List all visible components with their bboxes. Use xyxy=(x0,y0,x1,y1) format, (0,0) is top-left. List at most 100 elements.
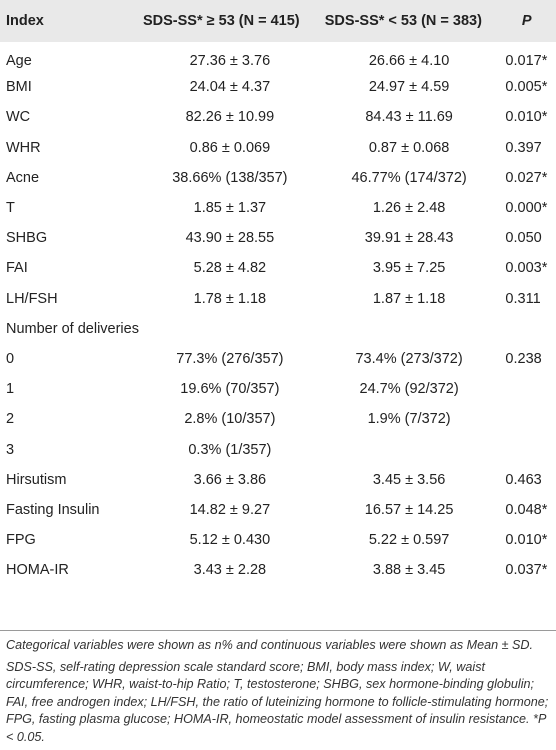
cell-p-value xyxy=(497,374,556,404)
row-label: Number of deliveries xyxy=(6,320,139,337)
cell-p-value xyxy=(497,314,556,344)
cell-p-value: 0.397 xyxy=(505,139,542,156)
cell-group2: 46.77% (174/372) xyxy=(351,169,467,186)
cell-group1 xyxy=(139,314,321,344)
cell-group1: 3.43 ± 2.28 xyxy=(193,562,267,579)
row-label: WC xyxy=(6,109,31,126)
cell-group2: 3.88 ± 3.45 xyxy=(372,562,446,579)
cell-group1: 0.86 ± 0.069 xyxy=(189,139,271,156)
cell-group2: 16.57 ± 14.25 xyxy=(364,501,454,518)
table-bottom-rule xyxy=(0,630,556,631)
table-header-row: Index SDS-SS* ≥ 53 (N = 415) SDS-SS* < 5… xyxy=(0,0,556,42)
row-label: 1 xyxy=(6,381,15,398)
row-label: LH/FSH xyxy=(6,290,58,307)
cell-group1: 82.26 ± 10.99 xyxy=(185,109,275,126)
row-label: 3 xyxy=(6,441,15,458)
table-row: 0 77.3% (276/357) 73.4% (273/372) 0.238 xyxy=(0,344,556,374)
table-row: WHR 0.86 ± 0.069 0.87 ± 0.068 0.397 xyxy=(0,133,556,163)
cell-group1: 43.90 ± 28.55 xyxy=(185,230,275,247)
table-row: LH/FSH 1.78 ± 1.18 1.87 ± 1.18 0.311 xyxy=(0,284,556,314)
cell-group2 xyxy=(321,434,498,464)
row-label: Fasting Insulin xyxy=(6,501,100,518)
row-label: Acne xyxy=(6,169,40,186)
data-table: Index SDS-SS* ≥ 53 (N = 415) SDS-SS* < 5… xyxy=(0,0,556,585)
cell-group2: 24.7% (92/372) xyxy=(359,381,459,398)
cell-group2: 73.4% (273/372) xyxy=(355,350,463,367)
cell-group1: 24.04 ± 4.37 xyxy=(189,79,271,96)
cell-group1: 1.78 ± 1.18 xyxy=(193,290,267,307)
cell-group2: 5.22 ± 0.597 xyxy=(368,532,450,549)
footnote-line-1: Categorical variables were shown as n% a… xyxy=(6,638,534,652)
table-row: Hirsutism 3.66 ± 3.86 3.45 ± 3.56 0.463 xyxy=(0,465,556,495)
header-group1: SDS-SS* ≥ 53 (N = 415) xyxy=(142,13,300,29)
row-label: FAI xyxy=(6,260,28,277)
table-row: HOMA-IR 3.43 ± 2.28 3.88 ± 3.45 0.037* xyxy=(0,555,556,585)
cell-group1: 38.66% (138/357) xyxy=(172,169,288,186)
header-group2: SDS-SS* < 53 (N = 383) xyxy=(324,13,482,29)
cell-p-value xyxy=(497,434,556,464)
row-label: Hirsutism xyxy=(6,471,67,488)
header-p: P xyxy=(521,13,532,29)
table-row: BMI 24.04 ± 4.37 24.97 ± 4.59 0.005* xyxy=(0,72,556,102)
table-row: WC 82.26 ± 10.99 84.43 ± 11.69 0.010* xyxy=(0,102,556,132)
table-row: Acne 38.66% (138/357) 46.77% (174/372) 0.02… xyxy=(0,163,556,193)
row-label: SHBG xyxy=(6,230,48,247)
footnote-line-2: SDS-SS, self-rating depression scale sta… xyxy=(6,659,549,744)
cell-p-value: 0.010* xyxy=(505,532,548,549)
cell-p-value: 0.463 xyxy=(505,471,542,488)
cell-group1: 3.66 ± 3.86 xyxy=(193,471,267,488)
table-row: Fasting Insulin 14.82 ± 9.27 16.57 ± 14.25… xyxy=(0,495,556,525)
row-label: BMI xyxy=(6,79,32,96)
cell-group1: 0.3% (1/357) xyxy=(188,441,272,458)
cell-p-value: 0.017* xyxy=(505,53,548,70)
cell-p-value: 0.311 xyxy=(505,290,541,307)
row-label: FPG xyxy=(6,532,36,549)
table-row: T 1.85 ± 1.37 1.26 ± 2.48 0.000* xyxy=(0,193,556,223)
table-body: Age 27.36 ± 3.76 26.66 ± 4.10 0.017* BMI 24.0… xyxy=(0,42,556,585)
cell-p-value: 0.003* xyxy=(505,260,548,277)
cell-p-value: 0.000* xyxy=(505,200,548,217)
cell-group2: 39.91 ± 28.43 xyxy=(364,230,454,247)
cell-p-value: 0.037* xyxy=(505,562,548,579)
cell-p-value xyxy=(497,404,556,434)
cell-group1: 5.12 ± 0.430 xyxy=(189,532,271,549)
cell-group2: 84.43 ± 11.69 xyxy=(365,109,453,126)
row-label: 2 xyxy=(6,411,15,428)
table-row: Age 27.36 ± 3.76 26.66 ± 4.10 0.017* xyxy=(0,42,556,72)
cell-group1: 19.6% (70/357) xyxy=(180,381,280,398)
cell-group1: 27.36 ± 3.76 xyxy=(189,53,271,70)
cell-group2: 26.66 ± 4.10 xyxy=(368,53,450,70)
table-row: 3 0.3% (1/357) xyxy=(0,434,556,464)
cell-p-value: 0.238 xyxy=(505,350,542,367)
cell-group2: 3.95 ± 7.25 xyxy=(372,260,446,277)
cell-group2: 0.87 ± 0.068 xyxy=(368,139,450,156)
table-row: FAI 5.28 ± 4.82 3.95 ± 7.25 0.003* xyxy=(0,253,556,283)
row-label: Age xyxy=(6,53,32,70)
cell-group2: 1.26 ± 2.48 xyxy=(372,200,446,217)
cell-group2: 24.97 ± 4.59 xyxy=(368,79,450,96)
row-label: 0 xyxy=(6,350,15,367)
cell-p-value: 0.050 xyxy=(505,230,542,247)
cell-group2: 1.87 ± 1.18 xyxy=(372,290,446,307)
cell-group2: 1.9% (7/372) xyxy=(367,411,451,428)
table-row: 1 19.6% (70/357) 24.7% (92/372) xyxy=(0,374,556,404)
cell-p-value: 0.027* xyxy=(505,169,548,186)
row-label: T xyxy=(6,200,15,217)
table-row: Number of deliveries xyxy=(0,314,556,344)
cell-p-value: 0.048* xyxy=(505,501,548,518)
row-label: WHR xyxy=(6,139,41,156)
cell-group1: 77.3% (276/357) xyxy=(176,350,284,367)
table-row: SHBG 43.90 ± 28.55 39.91 ± 28.43 0.050 xyxy=(0,223,556,253)
table-row: FPG 5.12 ± 0.430 5.22 ± 0.597 0.010* xyxy=(0,525,556,555)
table-footnotes: Categorical variables were shown as n% a… xyxy=(6,637,550,750)
cell-group2: 3.45 ± 3.56 xyxy=(372,471,446,488)
row-label: HOMA-IR xyxy=(6,562,69,579)
cell-p-value: 0.010* xyxy=(505,109,548,126)
header-index: Index xyxy=(6,13,44,29)
cell-group2 xyxy=(321,314,498,344)
cell-group1: 5.28 ± 4.82 xyxy=(193,260,267,277)
cell-p-value: 0.005* xyxy=(505,79,548,96)
cell-group1: 2.8% (10/357) xyxy=(184,411,276,428)
table-row: 2 2.8% (10/357) 1.9% (7/372) xyxy=(0,404,556,434)
